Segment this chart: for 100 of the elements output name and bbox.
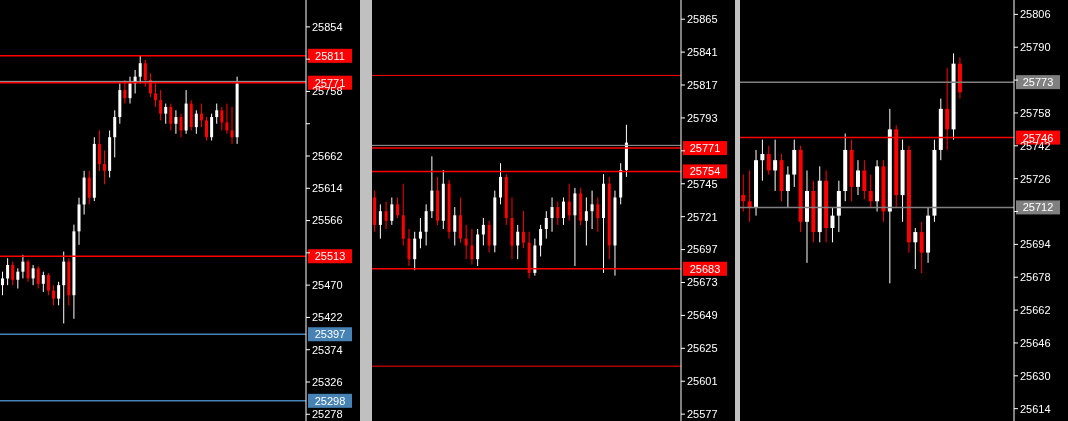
y-tick-label: 25374 — [312, 343, 343, 356]
candlestick — [407, 228, 411, 267]
y-tick-label: 25625 — [687, 342, 718, 355]
y-tick-label: 25758 — [1020, 106, 1051, 119]
candlestick — [11, 261, 15, 286]
y-tick-label: 25614 — [312, 182, 343, 195]
y-tick-label: 25726 — [1020, 172, 1051, 185]
candlestick — [41, 271, 45, 293]
y-tick-label: 25422 — [312, 311, 343, 324]
candlestick — [396, 196, 400, 219]
candlestick — [481, 217, 485, 246]
candlestick — [499, 162, 503, 205]
candlestick — [230, 106, 234, 145]
candlestick — [6, 257, 10, 286]
candlestick — [550, 196, 554, 233]
candlestick — [453, 206, 457, 246]
candlestick — [561, 196, 565, 226]
candlestick — [584, 196, 588, 246]
y-tick-label: 25793 — [687, 111, 718, 124]
ref-line-label: 25513 — [314, 250, 346, 263]
candlestick — [458, 196, 462, 244]
candlestick — [544, 210, 548, 240]
candlestick — [210, 113, 214, 142]
candlestick — [138, 55, 142, 84]
y-tick-label: 25662 — [312, 149, 343, 162]
candlestick — [556, 201, 560, 226]
y-tick-label: 25790 — [1020, 41, 1051, 54]
y-tick-label: 25806 — [1020, 8, 1051, 21]
candlestick — [225, 103, 229, 135]
candlestick — [390, 196, 394, 226]
candlestick — [913, 227, 918, 270]
y-tick-label: 25470 — [312, 279, 343, 292]
candlestick — [567, 183, 571, 222]
ref-line-label: 25811 — [315, 49, 345, 62]
candlestick — [46, 272, 50, 296]
candlestick — [760, 139, 765, 182]
candlestick — [413, 231, 417, 271]
candlestick — [516, 224, 520, 260]
ref-line-label: 25771 — [689, 142, 721, 155]
y-tick-label: 25697 — [687, 243, 718, 256]
candlestick — [36, 265, 40, 290]
candlestick — [855, 159, 860, 196]
candlestick — [199, 103, 203, 128]
candlestick — [103, 150, 107, 185]
ref-line-label: 25397 — [314, 328, 346, 341]
y-tick-label: 25841 — [687, 46, 718, 59]
ref-line-label: 25712 — [1022, 201, 1054, 214]
ref-line-label: 25771 — [314, 76, 346, 89]
y-tick-label: 25566 — [312, 214, 343, 227]
candlestick — [52, 284, 56, 306]
candlestick — [539, 224, 543, 257]
candlestick — [194, 109, 198, 135]
y-tick-label: 25614 — [1020, 402, 1051, 415]
candlestick — [97, 129, 101, 172]
candlestick — [424, 203, 428, 246]
y-tick-label: 25326 — [312, 375, 343, 388]
candlestick — [179, 113, 183, 138]
candlestick — [31, 264, 35, 286]
candlestick — [401, 183, 405, 246]
candlestick — [16, 267, 20, 290]
y-tick-label: 25694 — [1020, 238, 1051, 251]
candlestick — [868, 174, 873, 208]
ref-line-label: 25773 — [1022, 76, 1054, 89]
candlestick — [862, 159, 867, 200]
y-tick-label: 25745 — [687, 177, 718, 190]
candlestick — [169, 103, 173, 131]
y-tick-label: 25673 — [687, 276, 718, 289]
y-tick-label: 25601 — [687, 375, 718, 388]
candlestick — [174, 109, 178, 135]
candlestick — [773, 139, 778, 192]
candlestick — [1, 271, 5, 296]
candlestick — [205, 116, 209, 142]
y-tick-label: 25649 — [687, 309, 718, 322]
candlestick — [590, 190, 594, 230]
candlestick — [164, 103, 168, 125]
candlestick — [487, 220, 491, 253]
y-tick-label: 25630 — [1020, 369, 1051, 382]
candlestick — [596, 196, 600, 233]
candlestick — [87, 170, 91, 205]
candlestick — [378, 203, 382, 240]
candlestick — [220, 106, 224, 131]
candlestick — [418, 217, 422, 249]
candlestick — [430, 155, 434, 219]
candlestick — [113, 109, 117, 158]
candlestick — [215, 103, 219, 125]
ref-line-label: 25298 — [314, 394, 346, 407]
y-tick-label: 25721 — [687, 210, 718, 223]
candlestick — [747, 169, 752, 223]
y-tick-label: 25278 — [312, 408, 343, 421]
candlestick — [189, 99, 193, 131]
candlestick — [470, 228, 474, 266]
candlestick — [57, 281, 61, 306]
candlestick — [384, 201, 388, 230]
ref-line-label: 25754 — [689, 165, 721, 178]
y-tick-label: 25678 — [1020, 271, 1051, 284]
y-tick-label: 25662 — [1020, 304, 1051, 317]
candlestick — [741, 174, 746, 213]
ref-line-label: 25683 — [689, 262, 721, 275]
candlestick — [919, 221, 924, 274]
y-tick-label: 25577 — [687, 408, 718, 421]
